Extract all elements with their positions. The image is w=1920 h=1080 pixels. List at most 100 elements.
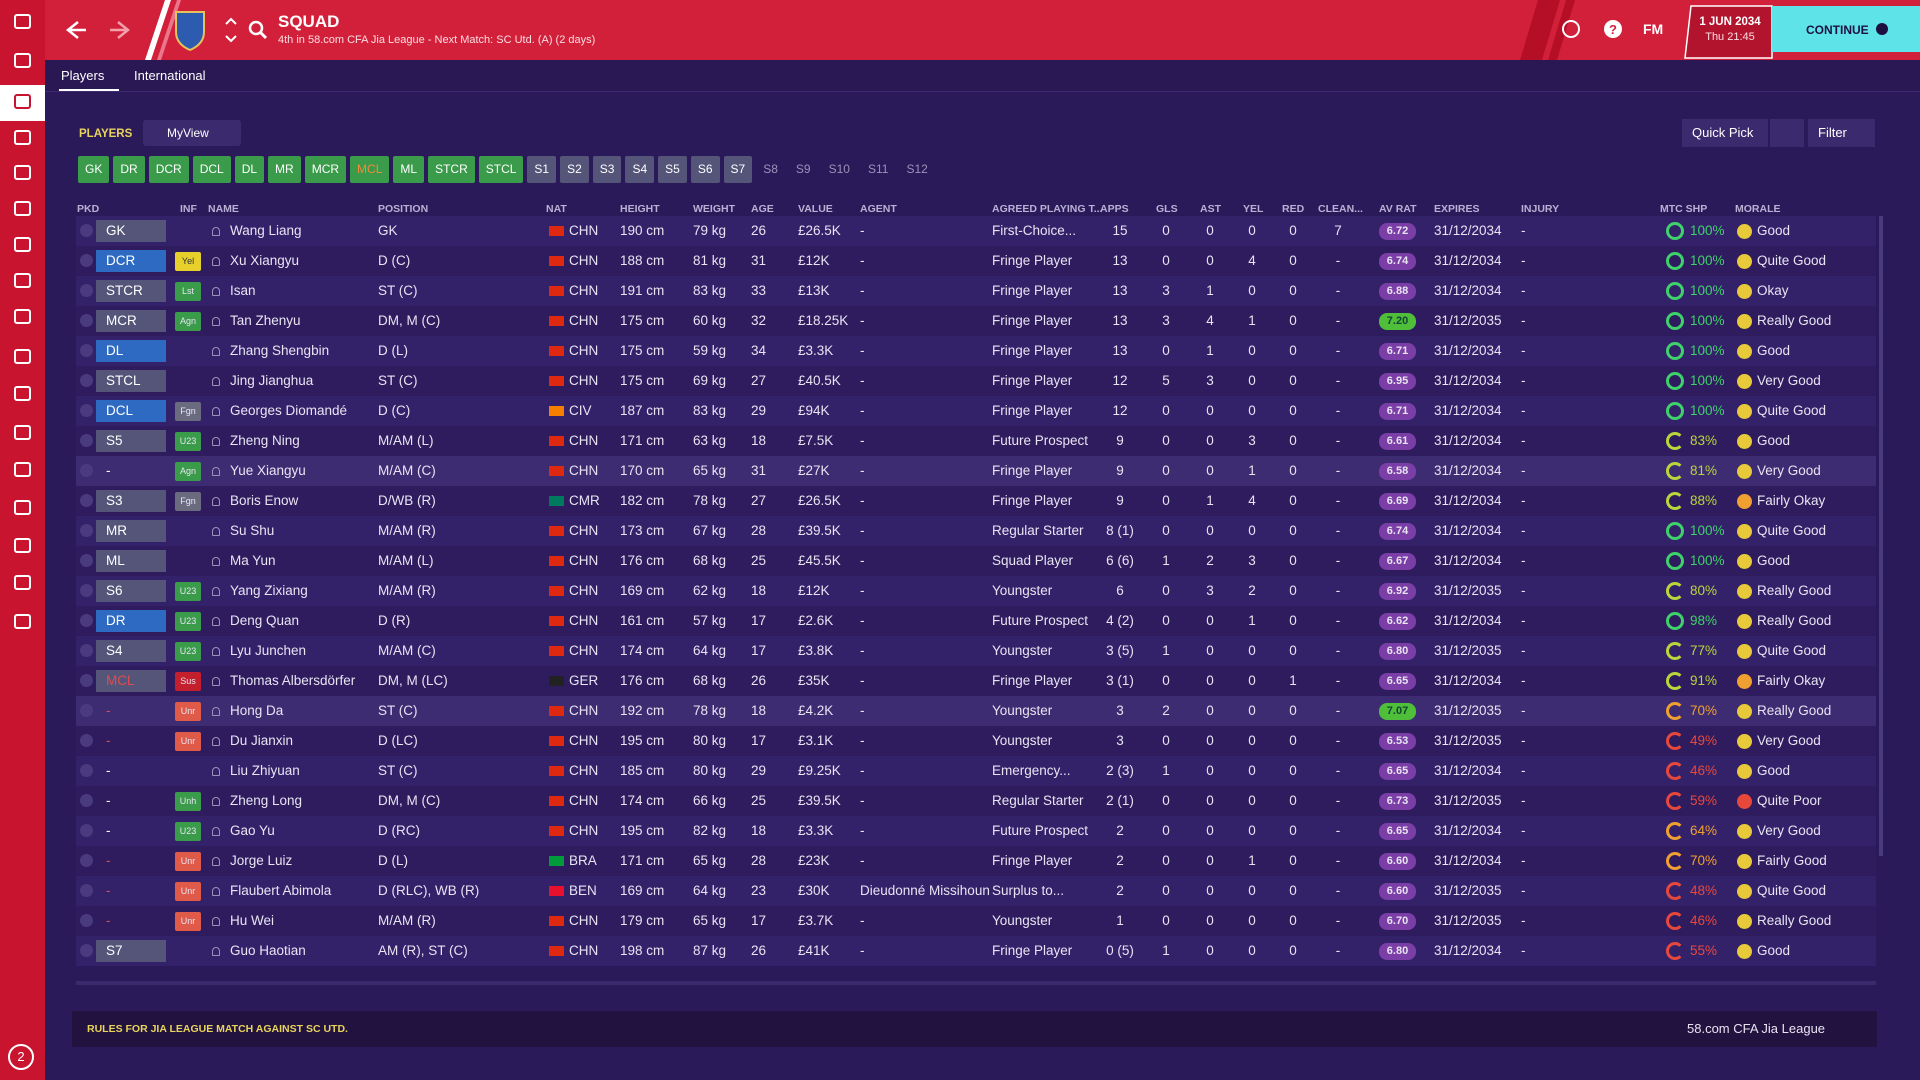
player-row[interactable]: - Unr Du Jianxin D (LC) 195 cm 80 kg 17 £3.1K - Y… bbox=[76, 726, 1876, 756]
view-select[interactable]: MyView bbox=[143, 120, 241, 146]
position-button[interactable]: MCL bbox=[350, 156, 390, 183]
position-button[interactable]: DCL bbox=[192, 156, 231, 183]
cell[interactable]: Zheng Ning bbox=[230, 433, 300, 448]
cell[interactable]: Tan Zhenyu bbox=[230, 313, 301, 328]
scrollbar[interactable] bbox=[1879, 216, 1883, 856]
select-checkbox[interactable] bbox=[80, 614, 93, 627]
player-row[interactable]: - Agn Yue Xiangyu M/AM (C) 170 cm 65 kg 31 £27K… bbox=[76, 456, 1876, 486]
cell[interactable]: Gao Yu bbox=[230, 823, 275, 838]
club-crest[interactable] bbox=[175, 11, 205, 52]
filter[interactable]: Filter bbox=[1808, 119, 1875, 147]
select-checkbox[interactable] bbox=[80, 794, 93, 807]
position-button[interactable]: DR bbox=[113, 156, 145, 183]
cell[interactable]: Jorge Luiz bbox=[230, 853, 293, 868]
pick-select[interactable]: - bbox=[106, 883, 111, 898]
column-header[interactable]: RED bbox=[1282, 203, 1305, 215]
cell[interactable]: Boris Enow bbox=[230, 493, 299, 508]
player-row[interactable]: DL Zhang Shengbin D (L) 175 cm 59 kg 34 £3.3K -… bbox=[76, 336, 1876, 366]
nav-icon[interactable] bbox=[14, 201, 31, 216]
quick-pick[interactable]: Quick Pick bbox=[1682, 119, 1768, 147]
column-header[interactable]: AGENT bbox=[860, 203, 897, 215]
cell[interactable]: Guo Haotian bbox=[230, 943, 306, 958]
column-header[interactable]: NAT bbox=[546, 203, 567, 215]
pick-select[interactable]: DCR bbox=[96, 250, 166, 272]
select-checkbox[interactable] bbox=[80, 944, 93, 957]
select-checkbox[interactable] bbox=[80, 854, 93, 867]
cell[interactable]: Flaubert Abimola bbox=[230, 883, 332, 898]
column-header[interactable]: AV RAT bbox=[1379, 203, 1417, 215]
position-button[interactable]: S10 bbox=[828, 162, 850, 176]
pick-select[interactable]: S3 bbox=[96, 490, 166, 512]
quick-pick-menu[interactable] bbox=[1770, 119, 1804, 147]
pick-select[interactable]: - bbox=[106, 853, 111, 868]
select-checkbox[interactable] bbox=[80, 884, 93, 897]
pick-select[interactable]: S6 bbox=[96, 580, 166, 602]
position-button[interactable]: S3 bbox=[592, 156, 622, 183]
select-checkbox[interactable] bbox=[80, 734, 93, 747]
select-checkbox[interactable] bbox=[80, 284, 93, 297]
pick-select[interactable]: MCR bbox=[96, 310, 166, 332]
select-checkbox[interactable] bbox=[80, 764, 93, 777]
column-header[interactable]: YEL bbox=[1243, 203, 1264, 215]
player-row[interactable]: - Unr Hu Wei M/AM (R) 179 cm 65 kg 17 £3.7K - You… bbox=[76, 906, 1876, 936]
select-checkbox[interactable] bbox=[80, 404, 93, 417]
position-button[interactable]: S11 bbox=[867, 162, 889, 176]
player-row[interactable]: - U23 Gao Yu D (RC) 195 cm 82 kg 18 £3.3K - Futur… bbox=[76, 816, 1876, 846]
select-checkbox[interactable] bbox=[80, 674, 93, 687]
cell[interactable]: Xu Xiangyu bbox=[230, 253, 300, 268]
pick-select[interactable]: ML bbox=[96, 550, 166, 572]
select-checkbox[interactable] bbox=[80, 314, 93, 327]
pick-select[interactable]: - bbox=[106, 733, 111, 748]
pick-select[interactable]: MCL bbox=[96, 670, 166, 692]
select-checkbox[interactable] bbox=[80, 434, 93, 447]
continue-button[interactable] bbox=[1772, 6, 1920, 52]
column-header[interactable]: INF bbox=[180, 203, 197, 215]
cell[interactable]: Zheng Long bbox=[230, 793, 303, 808]
cell[interactable]: Thomas Albersdörfer bbox=[230, 673, 356, 688]
player-row[interactable]: S3 Fgn Boris Enow D/WB (R) 182 cm 78 kg 27 £26.… bbox=[76, 486, 1876, 516]
continue-label[interactable]: CONTINUE bbox=[1806, 23, 1869, 37]
nav-icon[interactable] bbox=[14, 273, 31, 288]
search-icon[interactable] bbox=[248, 20, 264, 36]
pick-select[interactable]: GK bbox=[96, 220, 166, 242]
column-header[interactable]: HEIGHT bbox=[620, 203, 660, 215]
position-button[interactable]: S6 bbox=[690, 156, 720, 183]
column-header[interactable]: MTC SHP bbox=[1660, 203, 1708, 215]
position-button[interactable]: ML bbox=[393, 156, 425, 183]
pick-select[interactable]: S5 bbox=[96, 430, 166, 452]
cell[interactable]: Hu Wei bbox=[230, 913, 275, 928]
pick-select[interactable]: DCL bbox=[96, 400, 166, 422]
position-button[interactable]: S9 bbox=[795, 162, 811, 176]
nav-icon[interactable] bbox=[14, 165, 31, 180]
player-row[interactable]: GK Wang Liang GK 190 cm 79 kg 26 £26.5K - First-… bbox=[76, 216, 1876, 246]
player-row[interactable]: DCR Yel Xu Xiangyu D (C) 188 cm 81 kg 31 £12K - F… bbox=[76, 246, 1876, 276]
column-header[interactable]: AST bbox=[1200, 203, 1221, 215]
select-checkbox[interactable] bbox=[80, 254, 93, 267]
club-switch[interactable] bbox=[225, 17, 237, 43]
cell[interactable]: Jing Jianghua bbox=[230, 373, 314, 388]
player-row[interactable]: S6 U23 Yang Zixiang M/AM (R) 169 cm 62 kg 18 £1… bbox=[76, 576, 1876, 606]
pick-select[interactable]: - bbox=[106, 463, 111, 478]
tab[interactable]: International bbox=[134, 68, 206, 83]
cell[interactable]: Du Jianxin bbox=[230, 733, 294, 748]
column-header[interactable]: VALUE bbox=[798, 203, 833, 215]
player-row[interactable]: DCL Fgn Georges Diomandé D (C) 187 cm 83 kg 29… bbox=[76, 396, 1876, 426]
player-row[interactable]: - Unr Flaubert Abimola D (RLC), WB (R) 169 c… bbox=[76, 876, 1876, 906]
column-header[interactable]: EXPIRES bbox=[1434, 203, 1480, 215]
player-row[interactable]: MCL Sus Thomas Albersdörfer DM, M (LC) 176 c… bbox=[76, 666, 1876, 696]
tab[interactable]: Players bbox=[61, 68, 105, 83]
pick-select[interactable]: S4 bbox=[96, 640, 166, 662]
column-header[interactable]: WEIGHT bbox=[693, 203, 735, 215]
column-header[interactable]: AGE bbox=[751, 203, 774, 215]
position-button[interactable]: STCR bbox=[428, 156, 475, 183]
nav-icon[interactable] bbox=[14, 94, 31, 109]
cell[interactable]: Ma Yun bbox=[230, 553, 276, 568]
pick-select[interactable]: - bbox=[106, 763, 111, 778]
pick-select[interactable]: - bbox=[106, 793, 111, 808]
cell[interactable]: Isan bbox=[230, 283, 256, 298]
nav-icon[interactable] bbox=[14, 425, 31, 440]
position-button[interactable]: S4 bbox=[625, 156, 655, 183]
position-button[interactable]: S7 bbox=[723, 156, 753, 183]
position-button[interactable]: DCR bbox=[148, 156, 189, 183]
nav-icon[interactable] bbox=[14, 500, 31, 515]
